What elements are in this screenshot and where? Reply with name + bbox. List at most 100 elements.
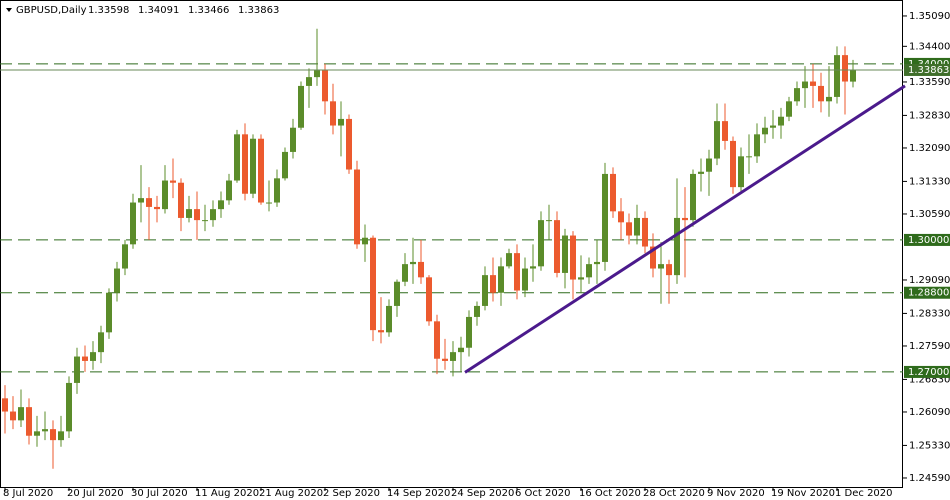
candle-body [618,211,624,223]
candle-body [610,173,616,212]
x-tick-label: 16 Oct 2020 [579,488,641,499]
candle-body [322,70,328,102]
candle-body [602,173,608,262]
candle-body [154,206,160,210]
candle-body [738,156,744,188]
candle-body [394,281,400,306]
y-tick-label: 1.28330 [909,308,950,319]
candle-body [218,200,224,210]
candle-body [810,81,816,86]
x-tick-label: 9 Nov 2020 [707,488,765,499]
candle-body [194,209,200,221]
level-label: 1.30000 [908,235,949,246]
symbol-icon [6,8,12,12]
y-tick-label: 1.29090 [909,275,950,286]
candle-body [714,121,720,159]
level-label-box [904,365,950,378]
candle-body [834,55,840,97]
candle-body [842,55,848,82]
candle-body [50,429,56,441]
candle-body [706,158,712,172]
candle-body [58,431,64,441]
candle-body [586,264,592,278]
ohlc-open: 1.33598 [88,5,129,16]
candle-body [418,261,424,278]
candle-body [250,138,256,194]
candle-body [42,429,48,432]
candle-body [778,116,784,126]
candle-body [730,140,736,188]
current-price-box [904,63,950,76]
y-tick-label: 1.25330 [909,440,950,451]
candle-body [690,173,696,221]
candle-body [106,292,112,333]
candle-body [442,358,448,361]
chart-title: GBPUSD,Daily [16,5,87,16]
x-tick-label: 2 Sep 2020 [323,488,380,499]
candle-body [346,118,352,170]
candle-body [114,268,120,293]
x-tick-label: 14 Sep 2020 [387,488,450,499]
candle-body [722,121,728,141]
y-tick-label: 1.26830 [909,374,950,385]
candle-body [290,127,296,152]
candle-body [682,217,688,221]
candle-body [498,266,504,293]
x-tick-label: 21 Aug 2020 [259,488,323,499]
candle-body [146,198,152,207]
candle-body [466,316,472,348]
y-tick-label: 1.27590 [909,341,950,352]
candle-body [210,209,216,221]
candle-body [562,235,568,273]
candle-body [314,70,320,78]
candle-body [90,352,96,361]
y-tick-label: 1.32830 [909,110,950,121]
candle-body [490,275,496,293]
candle-body [522,268,528,291]
candle-body [330,101,336,126]
candle-body [274,178,280,203]
level-label: 1.27000 [908,367,949,378]
candle-body [298,85,304,128]
candle-body [202,220,208,222]
current-price-label: 1.33863 [908,65,949,76]
candle-body [82,356,88,361]
candle-body [226,180,232,201]
y-tick-label: 1.34400 [909,41,950,52]
candle-body [178,182,184,218]
x-tick-label: 8 Jul 2020 [3,488,53,499]
candle-body [666,264,672,276]
candle-body [66,382,72,432]
y-tick-label: 1.32090 [909,143,950,154]
candle-body [354,169,360,245]
candle-body [370,237,376,331]
candle-body [506,253,512,267]
candle-body [162,180,168,210]
candle-body [746,156,752,158]
candle-body [826,96,832,102]
candle-body [122,244,128,269]
ohlc-close: 1.33863 [238,5,279,16]
candle-body [186,209,192,218]
candle-body [234,134,240,181]
candle-body [34,431,40,436]
y-tick-label: 1.33590 [909,77,950,88]
candle-body [538,220,544,267]
x-tick-label: 20 Jul 2020 [67,488,124,499]
y-tick-label: 1.26090 [909,407,950,418]
y-tick-label: 1.35090 [909,11,950,22]
candle-body [362,237,368,245]
candle-body [762,127,768,135]
candle-body [594,261,600,265]
x-tick-label: 24 Sep 2020 [451,488,514,499]
candle-body [378,330,384,333]
candle-body [130,202,136,245]
candle-body [386,305,392,333]
candle-body [410,261,416,265]
candle-body [18,407,24,421]
x-tick-label: 28 Oct 2020 [643,488,705,499]
x-tick-label: 11 Aug 2020 [195,488,259,499]
trend-line [464,84,906,374]
candle-body [426,277,432,322]
candle-body [170,180,176,183]
